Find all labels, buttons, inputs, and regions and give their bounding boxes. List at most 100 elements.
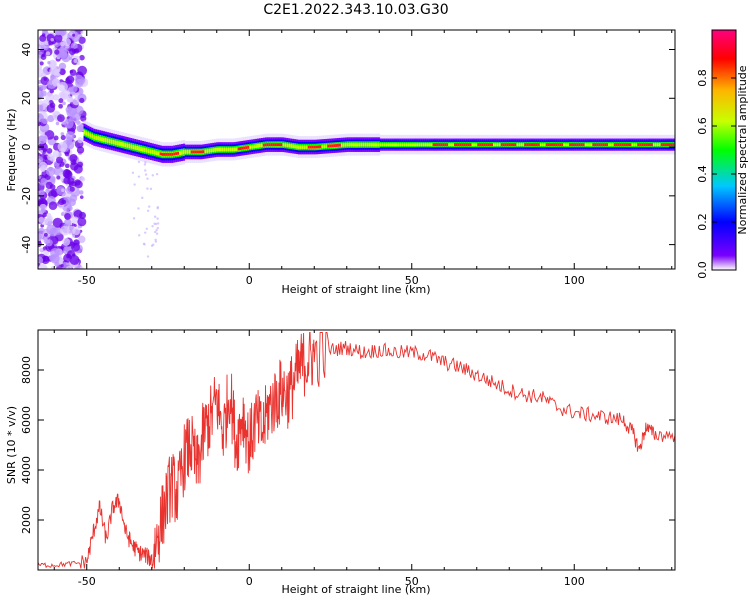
spectrogram-peak-cell bbox=[664, 143, 667, 147]
spectrogram-ridge-cell bbox=[116, 141, 119, 146]
spectrogram-ridge-cell bbox=[387, 143, 390, 147]
spectrogram-peak-cell bbox=[202, 150, 205, 154]
spectrogram-ridge-cell bbox=[206, 149, 209, 153]
spectrogram-y-tick-label: -20 bbox=[20, 187, 33, 205]
spectrogram-noise-cell bbox=[65, 131, 75, 141]
spectrogram-peak-cell bbox=[463, 143, 466, 147]
spectrogram-noise-cell bbox=[57, 81, 68, 92]
spectrogram-noise-cell bbox=[80, 115, 87, 122]
snr-x-axis-title: Height of straight line (km) bbox=[281, 583, 430, 596]
spectrogram-ridge-cell bbox=[112, 140, 115, 145]
spectrogram-noise-cell bbox=[38, 175, 42, 180]
spectrogram-ridge-cell bbox=[188, 150, 191, 154]
spectrogram-peak-cell bbox=[491, 143, 494, 147]
spectrogram-ridge-cell bbox=[611, 143, 615, 147]
spectrogram-ridge-cell bbox=[155, 150, 158, 156]
spectrogram-peak-cell bbox=[467, 143, 470, 147]
spectrogram-noise-cell bbox=[45, 239, 53, 247]
spectrogram-peak-cell bbox=[173, 152, 176, 156]
spectrogram-ridge-cell bbox=[350, 142, 353, 147]
spectrogram-ridge-cell bbox=[344, 142, 347, 147]
colorbar: 0.0 0.2 0.4 0.6 0.8 Normalized spectral ampl… bbox=[696, 29, 749, 279]
spectrogram-ridge-cell bbox=[563, 143, 566, 147]
spectrogram-peak-cell bbox=[641, 143, 644, 147]
spectrogram-peak-cell bbox=[574, 143, 578, 147]
spectrogram-x-tick-label: 0 bbox=[246, 274, 253, 287]
spectrogram-y-tick-label: 40 bbox=[20, 43, 33, 57]
spectrogram-peak-cell bbox=[337, 143, 340, 147]
spectrogram-noise-cell bbox=[45, 181, 53, 189]
spectrogram-peak-cell bbox=[198, 150, 201, 154]
snr-panel: -50 0 50 100 2000 4000 6000 8000 Height of stra… bbox=[5, 329, 676, 596]
spectrogram-noise-cell bbox=[69, 186, 75, 192]
colorbar-tick-label: 0.4 bbox=[696, 165, 709, 183]
spectrogram-noise-cell bbox=[80, 176, 86, 182]
spectrogram-ridge-cell bbox=[257, 144, 260, 148]
spectrogram-noise-cell bbox=[46, 104, 56, 113]
spectrogram-noise-cell bbox=[64, 213, 71, 220]
snr-x-tick-label: 100 bbox=[564, 575, 585, 588]
spectrogram-noise-cell bbox=[47, 115, 55, 123]
spectrogram-noise-cell bbox=[46, 166, 56, 177]
spectrogram-noise-cell bbox=[56, 175, 61, 180]
colorbar-tick-label: 0.6 bbox=[696, 117, 709, 135]
spectrogram-ridge-cell bbox=[235, 147, 238, 151]
spectrogram-peak-cell bbox=[438, 143, 441, 147]
spectrogram-noise-cell bbox=[59, 30, 67, 36]
spectrogram-noise-cell bbox=[146, 255, 150, 258]
snr-series-line bbox=[38, 332, 675, 569]
spectrogram-peak-cell bbox=[559, 143, 562, 147]
spectrogram-noise-cell bbox=[70, 42, 78, 50]
spectrogram-noise-cell bbox=[69, 69, 77, 76]
spectrogram-noise-cell bbox=[146, 177, 149, 180]
spectrogram-ridge-cell bbox=[473, 143, 476, 147]
spectrogram-ridge-cell bbox=[448, 143, 451, 147]
spectrogram-peak-cell bbox=[161, 152, 164, 156]
spectrogram-noise-cell bbox=[49, 88, 54, 94]
spectrogram-ridge-cell bbox=[389, 143, 392, 147]
spectrogram-peak-cell bbox=[243, 146, 246, 150]
spectrogram-ridge-cell bbox=[493, 143, 496, 147]
spectrogram-peak-cell bbox=[313, 145, 316, 149]
spectrogram-noise-cell bbox=[69, 194, 78, 202]
spectrogram-peak-cell bbox=[274, 143, 277, 147]
spectrogram-noise-cell bbox=[60, 132, 65, 136]
spectrogram-noise-cell bbox=[156, 217, 159, 220]
spectrogram-noise-cell bbox=[66, 225, 76, 235]
spectrogram-noise-cell bbox=[64, 119, 74, 129]
spectrogram-ridge-cell bbox=[541, 143, 544, 147]
spectrogram-peak-cell bbox=[500, 143, 503, 147]
colorbar-gradient bbox=[711, 29, 737, 271]
spectrogram-ridge-cell bbox=[85, 131, 88, 136]
spectrogram-noise-cell bbox=[68, 97, 74, 103]
spectrogram-noise-cell bbox=[58, 98, 64, 104]
spectrogram-peak-cell bbox=[177, 151, 180, 155]
spectrogram-ridge-cell bbox=[496, 143, 500, 147]
spectrogram-peak-cell bbox=[592, 143, 595, 147]
spectrogram-noise-cell bbox=[79, 34, 83, 38]
spectrogram-noise-cell bbox=[38, 67, 44, 78]
spectrogram-ridge-cell bbox=[95, 135, 98, 140]
spectrogram-peak-cell bbox=[668, 143, 671, 147]
spectrogram-ridge-cell bbox=[381, 143, 385, 147]
spectrogram-noise-cell bbox=[38, 161, 48, 171]
spectrogram-ridge-cell bbox=[298, 145, 301, 149]
spectrogram-noise-cell bbox=[51, 78, 61, 87]
spectrogram-noise-cell bbox=[141, 196, 144, 200]
spectrogram-ridge-cell bbox=[393, 143, 396, 147]
spectrogram-peak-cell bbox=[272, 143, 275, 147]
spectrogram-ridge-cell bbox=[395, 143, 398, 147]
spectrogram-ridge-cell bbox=[543, 143, 546, 147]
spectrogram-ridge-cell bbox=[106, 138, 110, 143]
snr-x-tick-label: -50 bbox=[78, 575, 96, 588]
spectrogram-peak-cell bbox=[553, 143, 556, 147]
spectrogram-ridge-cell bbox=[346, 142, 349, 147]
spectrogram-noise-cell bbox=[52, 94, 60, 101]
spectrogram-peak-cell bbox=[647, 143, 650, 147]
colorbar-title: Normalized spectral amplitude bbox=[736, 65, 749, 234]
spectrogram-peak-cell bbox=[621, 143, 624, 147]
spectrogram-ridge-cell bbox=[212, 148, 215, 153]
spectrogram-peak-cell bbox=[637, 143, 640, 147]
spectrogram-noise-cell bbox=[65, 265, 73, 269]
spectrogram-noise-cell bbox=[156, 205, 160, 209]
